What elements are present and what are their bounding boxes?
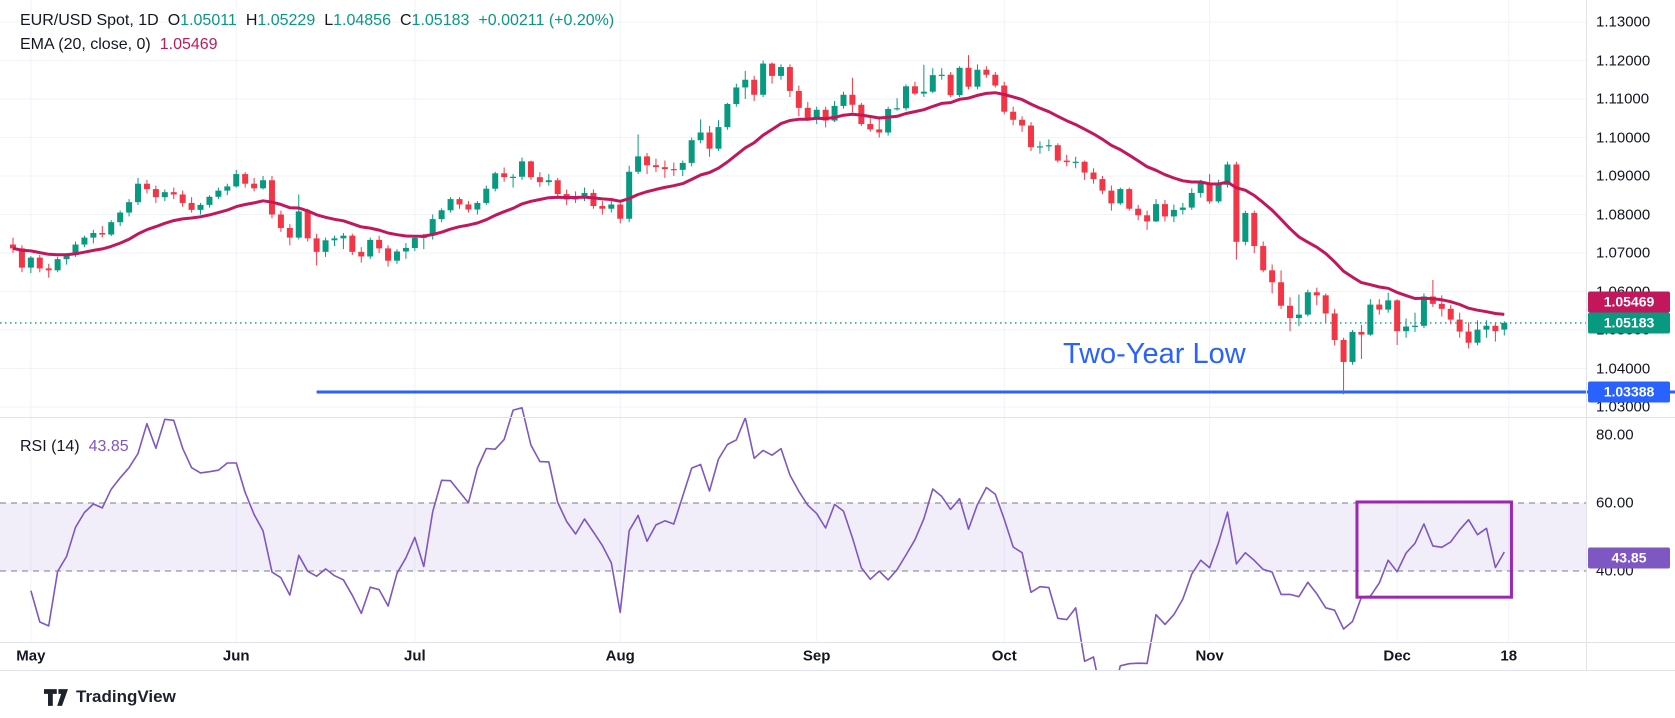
high-value: 1.05229 — [257, 12, 316, 29]
close-value: 1.05183 — [411, 12, 470, 29]
time-axis-label: Dec — [1383, 647, 1411, 665]
tradingview-logo-icon — [44, 688, 68, 706]
time-axis-label: Jun — [222, 647, 250, 665]
low-letter: L — [324, 12, 334, 29]
rsi-axis-label: 60.00 — [1596, 494, 1634, 512]
rsi-axis-label: 80.00 — [1596, 426, 1634, 444]
price-axis-label: 1.12000 — [1596, 52, 1651, 69]
ema-price-badge: 1.05469 — [1588, 291, 1670, 313]
price-axis-label: 1.10000 — [1596, 129, 1651, 146]
price-axis-label: 1.04000 — [1596, 360, 1651, 377]
rsi-box-annotation[interactable] — [1355, 500, 1513, 599]
symbol-legend[interactable]: EUR/USD Spot, 1D O1.05011 H1.05229 L1.04856… — [20, 12, 614, 30]
rsi-value-badge: 43.85 — [1588, 547, 1670, 569]
price-axis-label: 1.09000 — [1596, 167, 1651, 185]
rsi-value: 43.85 — [88, 438, 129, 455]
two-year-low-annotation[interactable]: Two-Year Low — [1063, 338, 1246, 370]
ema-label: EMA (20, close, 0) — [20, 36, 151, 53]
high-letter: H — [245, 12, 258, 29]
time-axis-label: Oct — [991, 647, 1017, 665]
price-axis-label: 1.07000 — [1596, 244, 1651, 262]
footer-bar: TradingView — [0, 671, 1675, 718]
rsi-band — [0, 503, 1586, 571]
time-axis-label: 18 — [1500, 647, 1518, 665]
tradingview-logo[interactable]: TradingView — [44, 687, 176, 707]
rsi-label: RSI (14) — [20, 438, 80, 455]
price-axis-label: 1.13000 — [1596, 13, 1651, 31]
time-axis-label: Aug — [605, 647, 635, 665]
symbol-title: EUR/USD Spot, 1D — [20, 12, 159, 29]
time-axis-label: Nov — [1195, 647, 1224, 665]
price-axis-label: 1.08000 — [1596, 206, 1651, 223]
price-axis-label: 1.11000 — [1596, 90, 1650, 108]
candlestick-series — [10, 55, 1508, 395]
ema-value: 1.05469 — [159, 36, 218, 53]
brand-text: TradingView — [76, 687, 176, 706]
ema-line — [12, 91, 1505, 316]
change-value: +0.00211 (+0.20%) — [478, 12, 615, 29]
time-axis-label: Jul — [404, 647, 426, 665]
ema-legend[interactable]: EMA (20, close, 0) 1.05469 — [20, 36, 218, 54]
open-value: 1.05011 — [180, 12, 237, 29]
time-axis-label: Sep — [802, 647, 831, 665]
rsi-line — [30, 407, 1505, 702]
rsi-legend[interactable]: RSI (14) 43.85 — [20, 438, 129, 456]
open-letter: O — [167, 12, 181, 29]
time-axis-label: May — [16, 647, 46, 665]
close-letter: C — [399, 12, 412, 29]
low-value: 1.04856 — [333, 12, 391, 29]
level-price-badge: 1.03388 — [1588, 381, 1670, 403]
price-axis-label: 1.03000 — [1596, 398, 1651, 416]
last-price-badge: 1.05183 — [1588, 312, 1670, 334]
